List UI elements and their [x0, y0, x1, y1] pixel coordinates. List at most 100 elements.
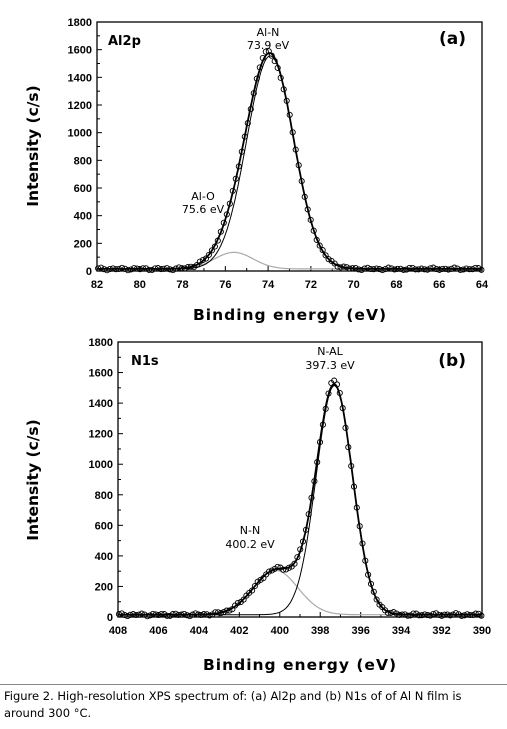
y-tick-label: 400	[74, 211, 92, 223]
data-point	[106, 265, 114, 273]
data-point	[361, 265, 368, 272]
data-point	[232, 175, 239, 182]
data-point	[206, 612, 213, 619]
peak-energy-label: 397.3 eV	[305, 359, 355, 372]
x-tick-label: 74	[262, 279, 275, 291]
data-point	[274, 563, 281, 570]
y-tick-label: 0	[86, 266, 92, 278]
data-point	[373, 596, 380, 603]
data-point	[175, 264, 182, 271]
data-point	[217, 228, 224, 235]
data-point	[316, 242, 323, 249]
data-point	[95, 265, 102, 272]
data-point	[433, 266, 440, 273]
peak-energy-label: 73.9 eV	[247, 39, 290, 52]
data-point	[478, 266, 485, 273]
x-tick-label: 404	[190, 625, 209, 637]
data-point	[265, 48, 272, 55]
y-tick-label: 1800	[68, 17, 92, 29]
data-point	[333, 381, 341, 388]
data-point	[283, 97, 290, 104]
y-tick-label: 1000	[89, 459, 113, 471]
y-tick-label: 200	[74, 238, 92, 250]
data-point	[421, 611, 428, 618]
data-point	[118, 264, 126, 271]
data-point	[205, 251, 212, 258]
peak-label: N-AL	[317, 345, 343, 358]
data-point	[348, 462, 355, 470]
data-point	[396, 611, 403, 618]
data-point	[385, 264, 392, 271]
data-point	[302, 526, 309, 533]
data-point	[196, 258, 203, 265]
data-point	[289, 129, 296, 136]
data-point	[200, 611, 207, 618]
x-tick-label: 402	[230, 625, 248, 637]
data-point	[322, 405, 329, 412]
data-point	[382, 265, 389, 273]
data-point	[130, 265, 138, 272]
data-point	[390, 609, 397, 616]
data-point	[379, 267, 386, 274]
data-point	[244, 120, 251, 127]
data-point	[121, 265, 129, 272]
x-axis-label: Binding energy (eV)	[193, 306, 387, 324]
x-tick-label: 66	[433, 279, 445, 291]
component-curve-al-n	[97, 55, 482, 270]
data-point	[404, 612, 411, 619]
data-point	[364, 264, 371, 271]
x-tick-label: 408	[109, 625, 127, 637]
data-point	[325, 256, 332, 263]
data-point	[305, 511, 312, 518]
data-point	[424, 612, 431, 619]
y-tick-label: 1600	[89, 368, 113, 380]
data-point	[132, 611, 140, 619]
data-point	[358, 266, 365, 274]
peak-label: N-N	[240, 524, 260, 537]
data-point	[463, 265, 470, 272]
data-point	[376, 266, 383, 273]
peak-label: Al-N	[257, 26, 280, 39]
data-point	[331, 260, 338, 267]
data-point	[460, 266, 467, 273]
data-point	[367, 580, 375, 587]
data-point	[192, 610, 199, 617]
data-point	[115, 611, 123, 618]
data-point	[345, 444, 352, 451]
data-point	[266, 568, 273, 575]
plot-frame	[96, 21, 483, 272]
data-point	[356, 523, 363, 530]
figure-caption: Figure 2. High-resolution XPS spectrum o…	[4, 689, 462, 720]
element-label: Al2p	[108, 34, 141, 49]
data-point	[298, 178, 305, 185]
chart-panel-a: 0 200 400 600 800 1000 1200 1400 1600 1800 82 80 78 7…	[24, 17, 489, 324]
data-point	[342, 424, 349, 431]
data-point	[238, 148, 245, 155]
data-point	[424, 266, 431, 273]
data-point	[160, 265, 167, 272]
data-point	[138, 610, 145, 617]
data-point	[198, 611, 205, 619]
data-point	[448, 265, 455, 272]
data-point	[307, 216, 314, 223]
data-point	[291, 560, 298, 567]
y-tick-label: 1800	[89, 337, 113, 349]
data-point	[181, 265, 188, 272]
y-tick-label: 800	[95, 490, 113, 502]
x-tick-label: 390	[473, 625, 491, 637]
xps-figure: 0 200 400 600 800 1000 1200 1400 1600 1800 82 80 78 7…	[24, 17, 491, 674]
data-point	[178, 265, 185, 272]
data-point	[452, 610, 459, 617]
data-point	[133, 265, 141, 272]
data-point	[250, 90, 257, 97]
data-point	[149, 610, 157, 617]
data-point	[391, 266, 398, 273]
data-point	[401, 611, 409, 618]
y-tick-label: 1600	[68, 45, 92, 57]
data-point	[435, 611, 442, 618]
data-point	[442, 265, 449, 272]
fit-envelope-curve	[97, 52, 482, 270]
data-point	[416, 612, 423, 619]
panel-label: (b)	[438, 351, 466, 371]
data-point	[472, 264, 479, 271]
